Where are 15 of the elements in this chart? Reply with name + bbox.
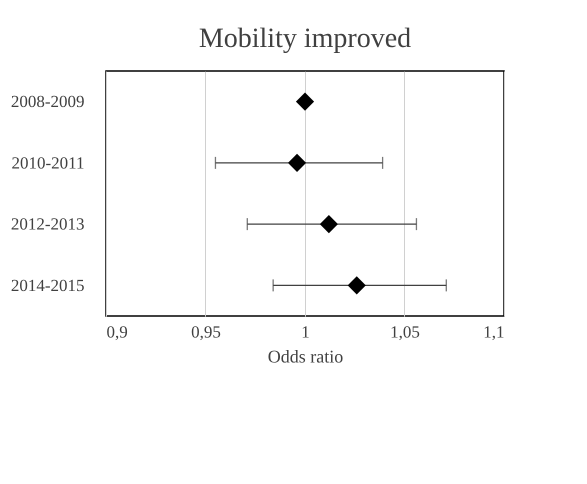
x-tick-label: 0,9 xyxy=(106,322,128,342)
point xyxy=(296,92,314,111)
x-axis-title: Odds ratio xyxy=(268,346,344,366)
x-tick-label: 0,95 xyxy=(191,322,221,342)
y-tick-label: 2014-2015 xyxy=(10,276,84,295)
point xyxy=(348,276,366,294)
y-tick-label: 2012-2013 xyxy=(10,214,84,234)
y-tick-label: 2010-2011 xyxy=(11,153,84,172)
point xyxy=(320,215,338,234)
point xyxy=(288,154,306,172)
x-tick-label: 1 xyxy=(301,322,310,342)
chart-title: Mobility improved xyxy=(198,23,412,54)
x-tick-label: 1,1 xyxy=(483,322,504,342)
x-tick-label: 1,05 xyxy=(390,322,420,342)
y-tick-label: 2008-2009 xyxy=(10,92,84,112)
